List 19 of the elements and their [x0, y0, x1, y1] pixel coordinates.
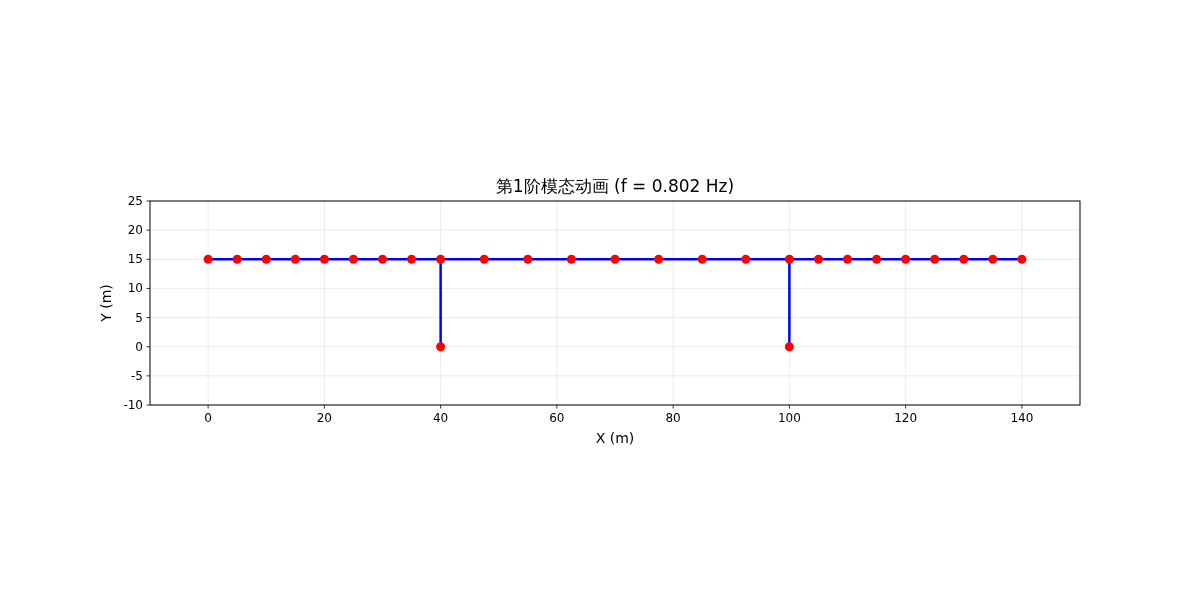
x-tick-label: 20 — [316, 411, 333, 425]
x-tick-label: 60 — [549, 411, 565, 425]
y-tick-label: 0 — [135, 339, 143, 354]
x-tick-label: 100 — [777, 411, 801, 425]
y-tick-label: -10 — [123, 398, 143, 412]
y-tick-label: 20 — [127, 223, 143, 238]
y-tick-label: 15 — [127, 252, 143, 267]
x-tick-label: 80 — [665, 411, 681, 425]
y-tick-label: 5 — [135, 310, 143, 325]
x-tick-label: 140 — [1010, 411, 1034, 425]
x-tick-label: 40 — [432, 411, 449, 425]
y-tick-label: 10 — [127, 281, 143, 296]
y-axis-title: Y (m) — [98, 284, 114, 323]
x-axis-title: X (m) — [595, 430, 635, 446]
y-tick-label: 25 — [127, 194, 143, 208]
x-tick-label: 120 — [894, 411, 918, 425]
chart-title: 第1阶模态动画 (f = 0.802 Hz) — [495, 176, 735, 196]
y-tick-label: -5 — [131, 368, 143, 383]
x-tick-label: 0 — [204, 411, 212, 425]
